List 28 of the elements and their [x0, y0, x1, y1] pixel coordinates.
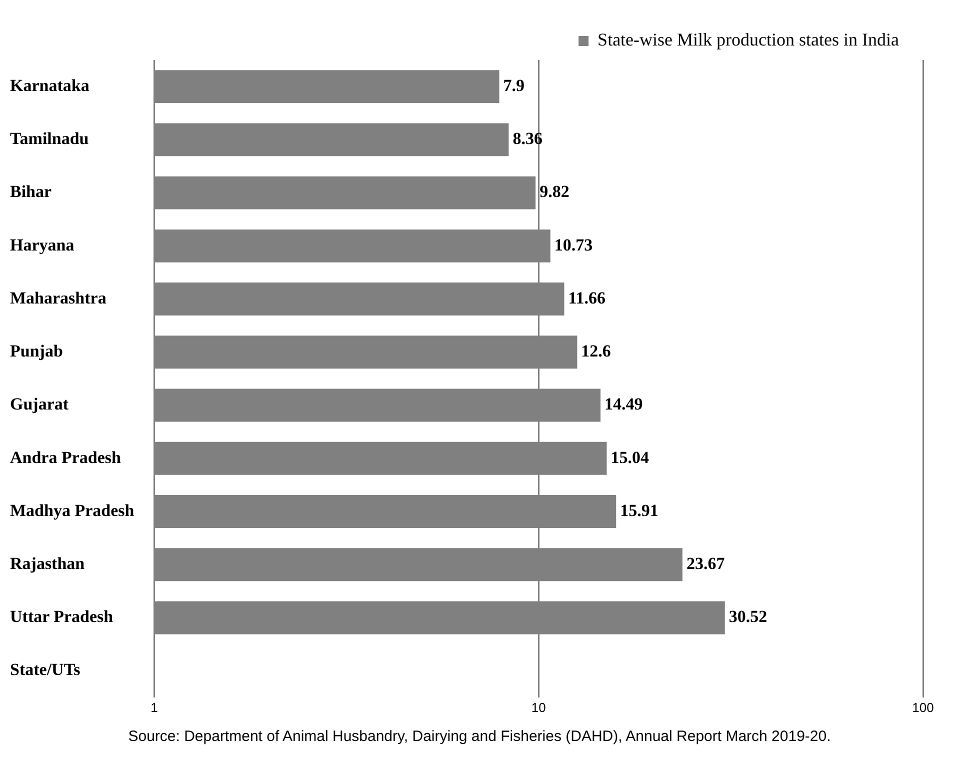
y-tick-label: Rajasthan: [10, 554, 86, 573]
y-tick-label: Punjab: [10, 342, 63, 361]
data-label: 23.67: [686, 554, 726, 573]
y-tick-label: Gujarat: [10, 394, 69, 414]
y-tick-label: Uttar Pradesh: [10, 607, 114, 626]
legend-label: State-wise Milk production states in India: [598, 30, 900, 50]
y-tick-label: Haryana: [10, 235, 75, 254]
y-tick-label: State/UTs: [10, 660, 81, 680]
data-label: 15.04: [610, 448, 650, 467]
data-label: 14.49: [604, 394, 643, 414]
y-tick-label: Andra Pradesh: [10, 448, 122, 467]
x-tick-label: 100: [912, 700, 934, 715]
data-label: 11.66: [568, 288, 606, 308]
data-label: 12.6: [581, 342, 611, 361]
y-tick-label: Tamilnadu: [10, 129, 89, 148]
data-label: 30.52: [728, 607, 768, 626]
data-label: 15.91: [620, 500, 658, 520]
data-label: 9.82: [540, 182, 570, 202]
data-label: 7.9: [503, 76, 524, 95]
x-tick-label: 10: [531, 700, 546, 715]
data-label: 8.36: [512, 129, 542, 148]
y-tick-label: Karnataka: [10, 76, 90, 95]
y-tick-label: Bihar: [10, 182, 52, 202]
y-tick-label: Maharashtra: [10, 288, 107, 308]
y-tick-label: Madhya Pradesh: [10, 500, 135, 520]
data-label: 10.73: [554, 235, 593, 254]
x-tick-label: 1: [150, 700, 158, 715]
source-note: Source: Department of Animal Husbandry, Dairying and Fisheries (DAHD), Annual Report March 2019-20.: [127, 728, 832, 745]
